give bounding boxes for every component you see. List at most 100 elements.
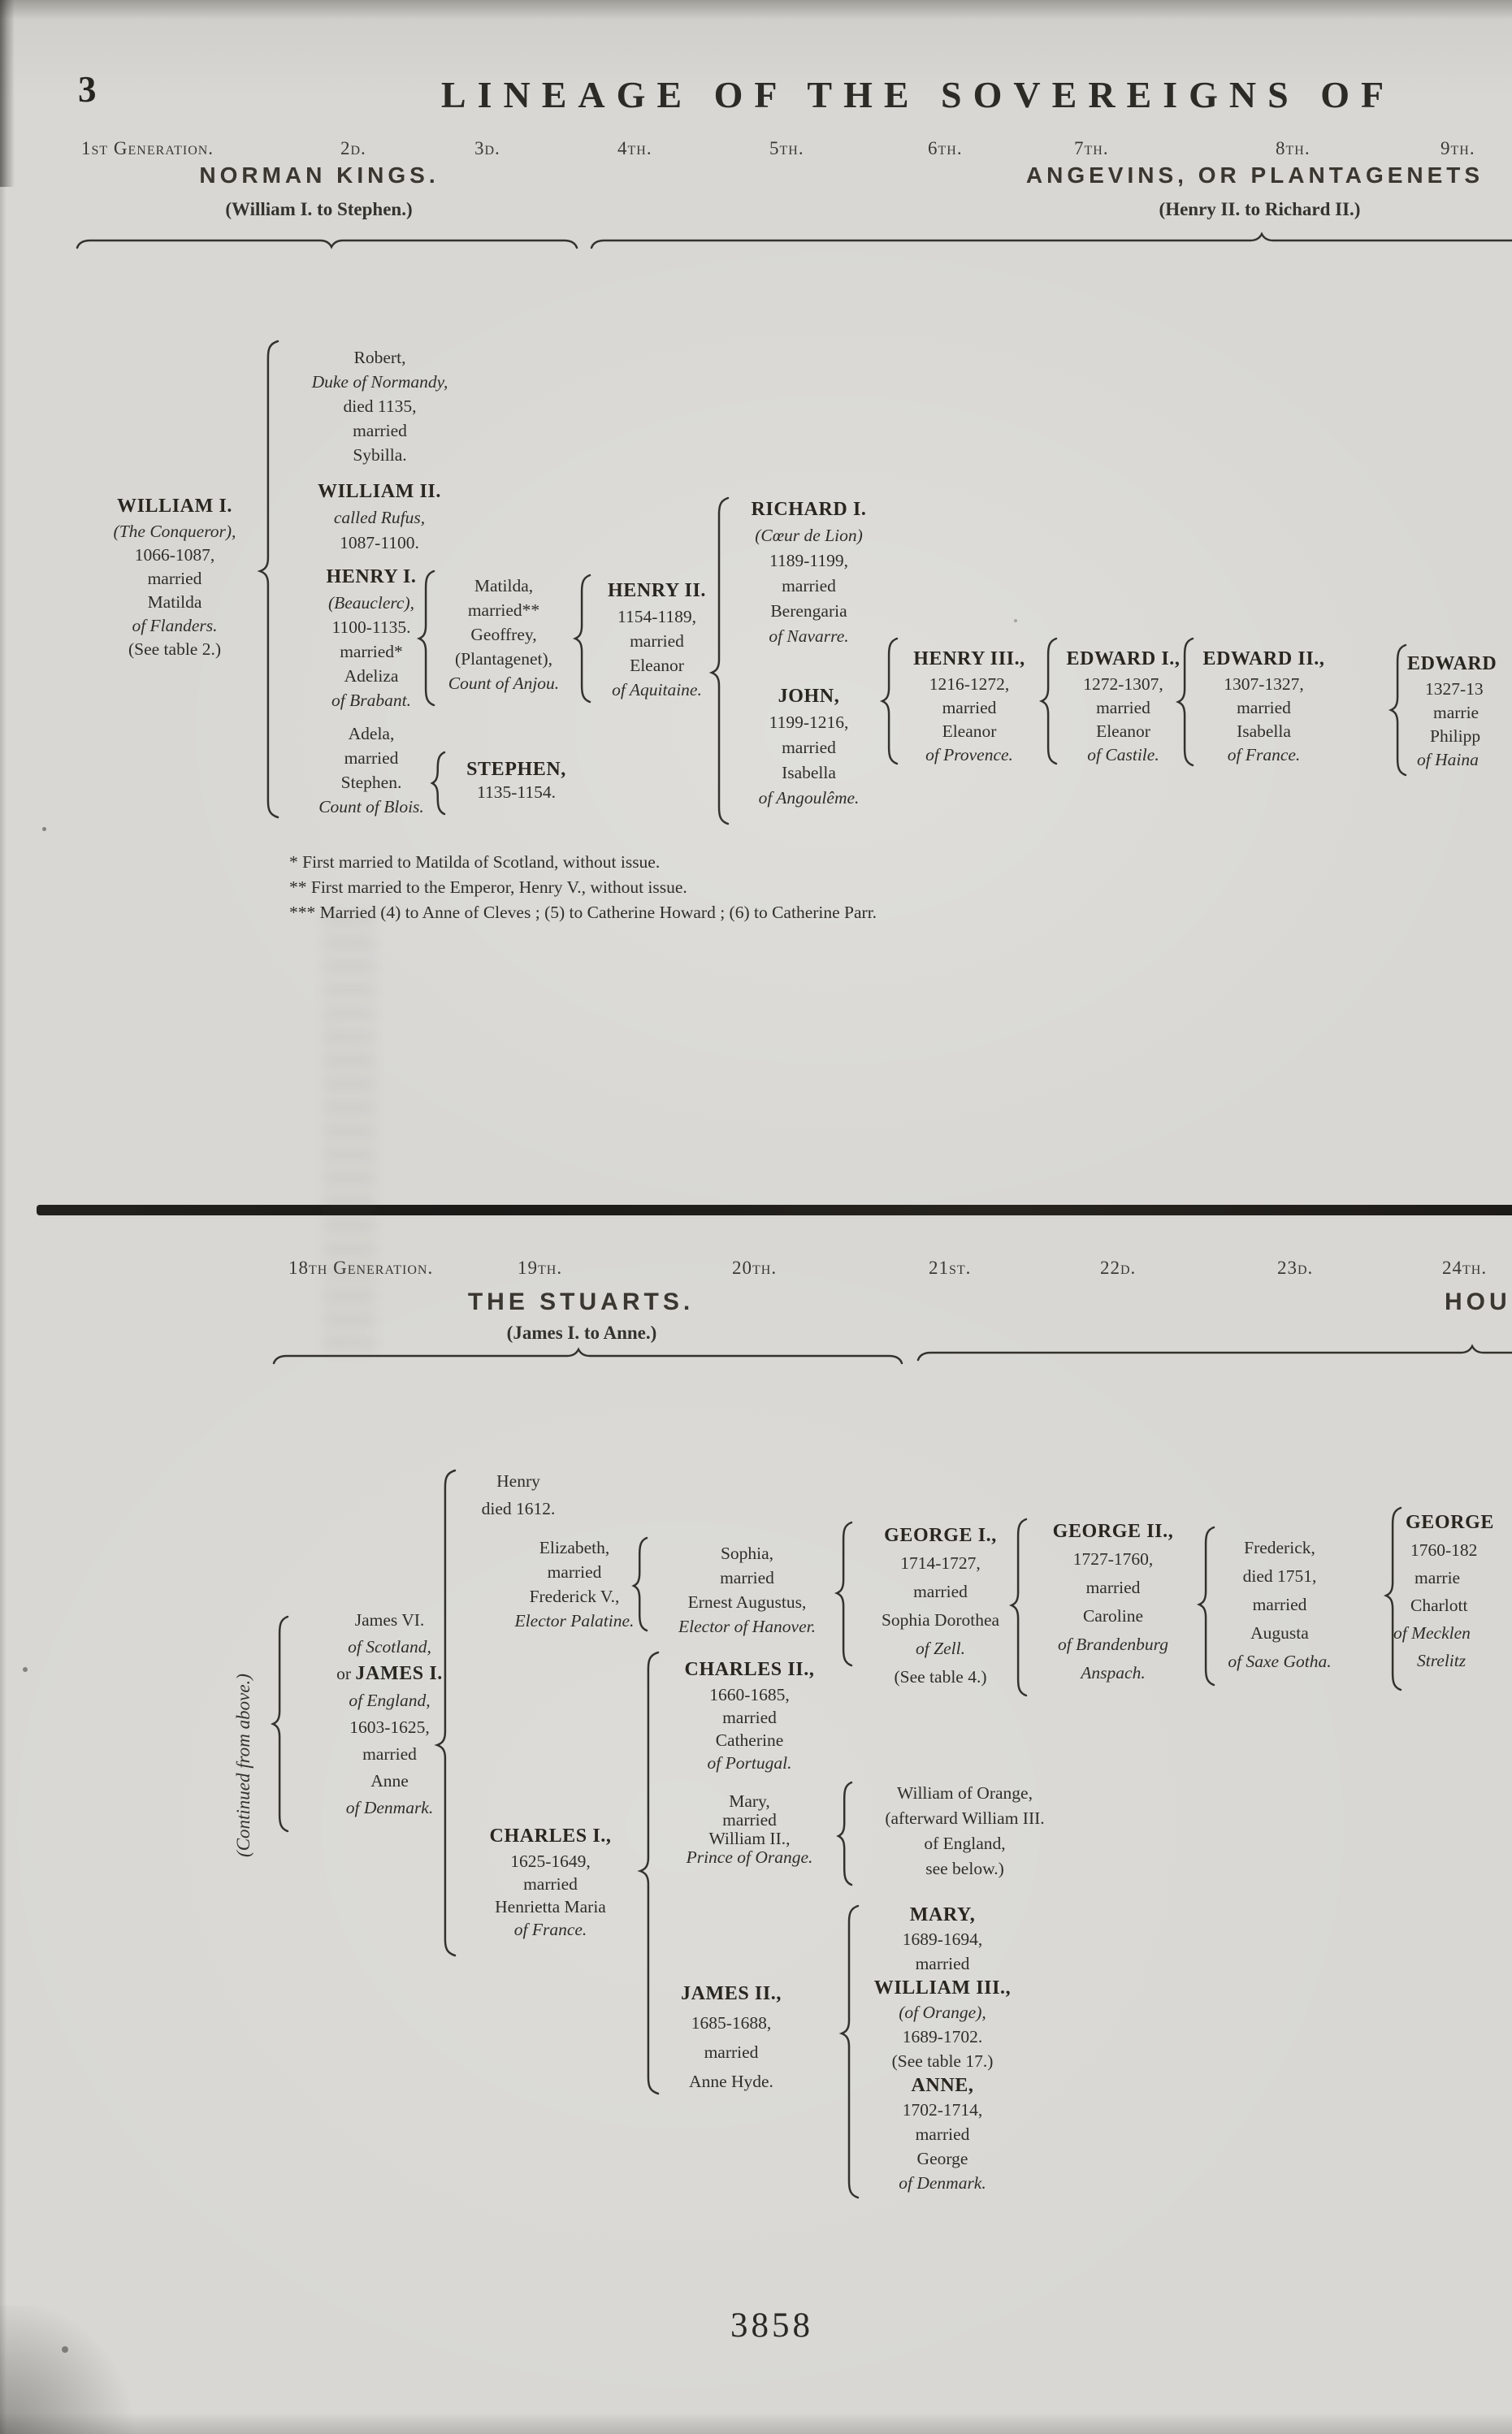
- person-charles-i: CHARLES I., 1625-1649, married Henrietta Ma…: [459, 1822, 642, 1941]
- text-line: (Cœur de Lion): [755, 526, 863, 545]
- generation-label: 22d.: [1100, 1258, 1137, 1278]
- brace-george-i-issue: [1008, 1518, 1028, 1697]
- generation-label: 7th.: [1074, 138, 1109, 158]
- text-line: of Angoulême.: [758, 788, 860, 808]
- text-line: Robert,: [353, 348, 406, 367]
- generation-label: 9th.: [1441, 138, 1475, 158]
- person-john: JOHN, 1199-1216, married Isabella of Angoulê…: [730, 682, 888, 811]
- text-line: William II.,: [708, 1829, 791, 1848]
- text-line: 1087-1100.: [340, 533, 419, 552]
- text-line: married: [915, 1954, 970, 1973]
- person-henry-iii: HENRY III., 1216-1272, married Eleanor of Pr…: [892, 645, 1046, 767]
- text-line: of Scotland,: [348, 1637, 431, 1657]
- text-line: Philipp: [1430, 726, 1481, 746]
- text-line: Stephen.: [340, 773, 402, 792]
- person-sophia: Sophia, married Ernest Augustus, Elector of…: [648, 1541, 847, 1639]
- text-line: HENRY I.: [326, 566, 417, 587]
- text-line: Augusta: [1250, 1623, 1309, 1643]
- text-line: STEPHEN,: [466, 759, 566, 780]
- house-norman-range: (William I. to Stephen.): [225, 199, 413, 219]
- text-line: Anspach.: [1081, 1663, 1146, 1683]
- text-line: Catherine: [715, 1730, 784, 1750]
- brace-edward-i-issue: [1175, 637, 1194, 767]
- text-line: Duke of Normandy,: [311, 372, 448, 392]
- text-line: married: [147, 569, 202, 588]
- text-line: or JAMES I.: [302, 1661, 477, 1687]
- text-line: 1100-1135.: [331, 617, 411, 637]
- text-line: Caroline: [1082, 1606, 1144, 1626]
- person-george-iii: GEORGE 1760-182 marrie Charlott of Mecklen St…: [1393, 1509, 1512, 1674]
- text-line: WILLIAM II.: [318, 481, 441, 502]
- person-henry-ii: HENRY II. 1154-1189, married Eleanor of Aqui…: [582, 577, 732, 702]
- text-line: Anne: [370, 1771, 409, 1791]
- text-line: Adeliza: [344, 666, 399, 686]
- person-george-ii: GEORGE II., 1727-1760, married Caroline of B…: [1028, 1518, 1198, 1687]
- generation-label: 6th.: [928, 138, 963, 158]
- text-line: died 1135,: [343, 396, 417, 416]
- text-line: of England,: [349, 1691, 431, 1710]
- text-line: Frederick V.,: [529, 1587, 620, 1606]
- text-line: married: [722, 1810, 777, 1830]
- text-line: 1689-1702.: [902, 2027, 983, 2046]
- text-line: married**: [467, 600, 540, 620]
- text-line: Count of Blois.: [318, 797, 424, 816]
- text-line: WILLIAM I.: [116, 496, 233, 517]
- text-line: GEORGE I.,: [884, 1525, 997, 1546]
- text-line: Ernest Augustus,: [687, 1592, 807, 1612]
- text-line: (of Orange),: [899, 2003, 986, 2022]
- ink-speck: [1014, 619, 1017, 622]
- brace-james-vi-label: [270, 1615, 289, 1833]
- person-elizabeth: Elizabeth, married Frederick V., Elector Pa…: [469, 1535, 680, 1633]
- person-stephen: STEPHEN, 1135-1154.: [445, 757, 587, 803]
- text-line: WILLIAM III.,: [873, 1977, 1012, 1999]
- brace-henry-iii-issue: [1038, 637, 1058, 765]
- text-line: Isabella: [1237, 721, 1291, 741]
- text-line: Berengaria: [770, 601, 847, 621]
- generation-label: 5th.: [769, 138, 804, 158]
- text-line: Eleanor: [942, 721, 997, 741]
- person-charles-ii: CHARLES II., 1660-1685, married Catherine of…: [662, 1656, 837, 1774]
- text-line: JAMES II.,: [680, 1983, 782, 2004]
- house-hanover-cut: HOU: [1445, 1288, 1511, 1315]
- ink-speck: [23, 1667, 28, 1672]
- text-line: see below.): [925, 1859, 1004, 1878]
- text-line: Elizabeth,: [539, 1538, 610, 1557]
- text-line: Matilda: [147, 592, 202, 612]
- text-line: Charlott: [1410, 1596, 1468, 1615]
- person-adela: Adela, married Stephen. Count of Blois.: [286, 721, 457, 819]
- text-line: 1685-1688,: [691, 2013, 772, 2033]
- text-line: 1603-1625,: [349, 1717, 430, 1737]
- text-line: of Castile.: [1087, 745, 1159, 764]
- text-line: 1216-1272,: [929, 674, 1010, 694]
- text-line: MARY,: [909, 1904, 976, 1925]
- text-line: married: [913, 1582, 968, 1601]
- brace-frederick-issue: [1383, 1506, 1402, 1691]
- text-line: EDWARD I.,: [1066, 648, 1181, 669]
- text-line: Henry: [496, 1471, 540, 1491]
- text-line: EDWARD: [1407, 653, 1497, 674]
- text-line: 1660-1685,: [709, 1685, 790, 1704]
- text-line: RICHARD I.: [751, 499, 867, 520]
- text-line: Prince of Orange.: [686, 1847, 813, 1867]
- person-richard-i: RICHARD I. (Cœur de Lion) 1189-1199, marrie…: [730, 496, 888, 649]
- brace-edward-ii-issue: [1388, 643, 1407, 777]
- text-line: George: [916, 2149, 968, 2168]
- text-line: Sophia,: [720, 1544, 774, 1563]
- page-number: 3: [78, 69, 98, 110]
- ink-speck: [42, 827, 46, 831]
- generation-label: 4th.: [617, 138, 652, 158]
- brace-henry-i-issue: [416, 570, 435, 707]
- text-line: of Zell.: [916, 1639, 965, 1658]
- section-divider-rule: [37, 1205, 1512, 1215]
- brace-john-issue: [879, 637, 899, 765]
- text-line: 1154-1189,: [617, 607, 696, 626]
- text-line: of Provence.: [925, 745, 1013, 764]
- text-line: of Denmark.: [345, 1798, 434, 1817]
- text-line: married: [344, 748, 399, 768]
- text-line: married: [722, 1708, 777, 1727]
- text-line: of Flanders.: [132, 616, 218, 635]
- footnote: *** Married (4) to Anne of Cleves ; (5) …: [289, 903, 877, 922]
- text-line: James VI.: [354, 1610, 425, 1630]
